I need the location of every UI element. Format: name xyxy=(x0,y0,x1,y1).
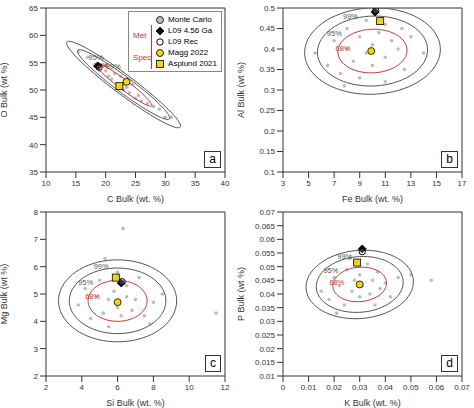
svg-text:0.35: 0.35 xyxy=(259,65,275,74)
svg-text:99%: 99% xyxy=(337,252,352,261)
svg-text:65: 65 xyxy=(29,4,38,13)
svg-text:0.5: 0.5 xyxy=(264,4,276,13)
svg-text:99%: 99% xyxy=(106,62,121,71)
svg-text:45: 45 xyxy=(29,113,38,122)
svg-text:6: 6 xyxy=(34,263,39,272)
svg-text:0.03: 0.03 xyxy=(259,317,275,326)
svg-text:0.07: 0.07 xyxy=(259,208,275,217)
svg-text:0.01: 0.01 xyxy=(259,372,275,381)
svg-text:3: 3 xyxy=(281,179,286,188)
svg-text:0.03: 0.03 xyxy=(352,383,368,392)
svg-text:Al Bulk (wt %): Al Bulk (wt %) xyxy=(237,62,246,118)
svg-text:0.065: 0.065 xyxy=(255,222,276,231)
html-text:Asplund 2021: Asplund 2021 xyxy=(168,58,217,68)
html-text:a: a xyxy=(209,152,216,166)
svg-text:8: 8 xyxy=(34,208,39,217)
svg-text:68%: 68% xyxy=(85,292,100,301)
html-text:Spec: Spec xyxy=(133,53,152,62)
html-text:L09 Rec: L09 Rec xyxy=(168,36,198,46)
svg-text:0.06: 0.06 xyxy=(259,235,275,244)
html-text:Monte Carlo: Monte Carlo xyxy=(168,14,212,24)
svg-text:3: 3 xyxy=(34,345,39,354)
svg-text:0.3: 0.3 xyxy=(264,86,276,95)
svg-text:0.1: 0.1 xyxy=(264,168,276,177)
svg-text:13: 13 xyxy=(406,179,415,188)
svg-text:4: 4 xyxy=(80,383,85,392)
svg-text:0.045: 0.045 xyxy=(255,276,276,285)
svg-text:0.04: 0.04 xyxy=(377,383,393,392)
html-text:b: b xyxy=(446,152,453,166)
svg-text:40: 40 xyxy=(221,179,230,188)
svg-text:K Bulk (wt. %): K Bulk (wt. %) xyxy=(344,398,401,408)
svg-text:60: 60 xyxy=(29,31,38,40)
svg-text:5: 5 xyxy=(306,179,311,188)
svg-text:35: 35 xyxy=(29,168,38,177)
svg-text:0.2: 0.2 xyxy=(264,127,276,136)
svg-text:68%: 68% xyxy=(330,278,345,287)
svg-text:50: 50 xyxy=(29,86,38,95)
svg-text:0: 0 xyxy=(281,383,286,392)
svg-text:0.035: 0.035 xyxy=(255,304,276,313)
svg-text:95%: 95% xyxy=(327,29,342,38)
svg-text:20: 20 xyxy=(101,179,110,188)
svg-text:0.05: 0.05 xyxy=(403,383,419,392)
svg-text:55: 55 xyxy=(29,59,38,68)
svg-text:0.45: 0.45 xyxy=(259,24,275,33)
svg-text:0.01: 0.01 xyxy=(301,383,317,392)
svg-text:10: 10 xyxy=(42,179,51,188)
svg-text:40: 40 xyxy=(29,141,38,150)
svg-text:0.04: 0.04 xyxy=(259,290,275,299)
svg-text:Fe Bulk (wt. %): Fe Bulk (wt. %) xyxy=(342,194,403,204)
svg-text:0.4: 0.4 xyxy=(264,45,276,54)
html-text:Met: Met xyxy=(133,31,147,40)
svg-text:0.025: 0.025 xyxy=(255,331,276,340)
svg-text:95%: 95% xyxy=(88,53,104,63)
svg-text:35: 35 xyxy=(191,179,200,188)
svg-text:0.06: 0.06 xyxy=(429,383,445,392)
svg-text:30: 30 xyxy=(161,179,170,188)
svg-text:8: 8 xyxy=(151,383,156,392)
svg-text:7: 7 xyxy=(332,179,337,188)
svg-text:17: 17 xyxy=(458,179,466,188)
html-text:c: c xyxy=(210,356,216,370)
svg-text:0.055: 0.055 xyxy=(255,249,276,258)
svg-text:O Bulk (wt %): O Bulk (wt %) xyxy=(8,62,9,117)
svg-text:9: 9 xyxy=(357,179,362,188)
html-text:L09 4.56 Ga: L09 4.56 Ga xyxy=(168,25,213,35)
svg-text:Mg Bulk (wt %): Mg Bulk (wt %) xyxy=(8,264,9,325)
svg-text:P Bulk (wt %): P Bulk (wt %) xyxy=(237,267,246,321)
svg-text:7: 7 xyxy=(34,235,39,244)
svg-text:2: 2 xyxy=(44,383,49,392)
svg-text:15: 15 xyxy=(71,179,80,188)
svg-text:95%: 95% xyxy=(78,278,93,287)
svg-text:0.07: 0.07 xyxy=(454,383,466,392)
svg-text:99%: 99% xyxy=(343,12,358,21)
svg-text:Si Bulk (wt. %): Si Bulk (wt. %) xyxy=(106,398,165,408)
svg-text:0.25: 0.25 xyxy=(259,106,275,115)
svg-text:10: 10 xyxy=(185,383,194,392)
svg-text:0.15: 0.15 xyxy=(259,147,275,156)
svg-text:C Bulk (wt. %): C Bulk (wt. %) xyxy=(107,194,164,204)
svg-text:6: 6 xyxy=(115,383,120,392)
svg-text:5: 5 xyxy=(34,290,39,299)
svg-text:95%: 95% xyxy=(323,266,338,275)
svg-text:2: 2 xyxy=(34,372,39,381)
svg-text:25: 25 xyxy=(131,179,140,188)
svg-text:0.015: 0.015 xyxy=(255,358,276,367)
html-text:d: d xyxy=(446,356,453,370)
svg-text:12: 12 xyxy=(221,383,230,392)
svg-text:0.02: 0.02 xyxy=(259,345,275,354)
svg-text:15: 15 xyxy=(432,179,441,188)
svg-text:0.05: 0.05 xyxy=(259,263,275,272)
svg-text:68%: 68% xyxy=(93,61,108,70)
svg-text:11: 11 xyxy=(381,179,390,188)
svg-text:4: 4 xyxy=(34,317,39,326)
svg-text:0.02: 0.02 xyxy=(326,383,342,392)
svg-text:99%: 99% xyxy=(94,262,109,271)
html-text:Magg 2022: Magg 2022 xyxy=(168,47,209,57)
svg-text:68%: 68% xyxy=(336,44,351,53)
